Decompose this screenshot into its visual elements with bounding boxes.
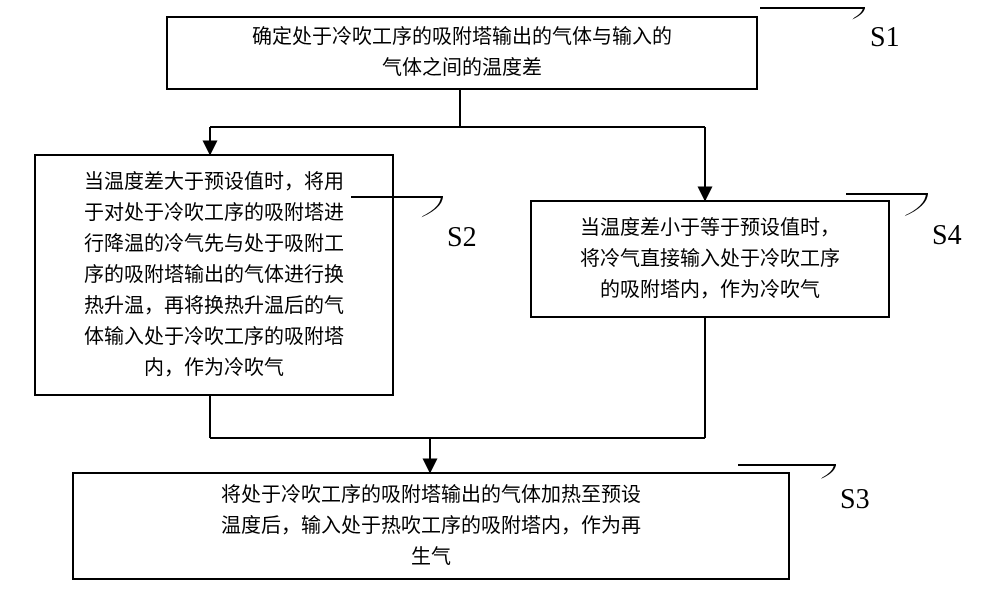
node-s4-line3: 的吸附塔内，作为冷吹气 bbox=[600, 275, 820, 306]
node-s1-line1: 确定处于冷吹工序的吸附塔输出的气体与输入的 bbox=[252, 22, 672, 53]
node-s2-line2: 于对处于冷吹工序的吸附塔进 bbox=[84, 198, 344, 229]
label-s1: S1 bbox=[870, 22, 900, 54]
s2-leader bbox=[351, 196, 443, 229]
s3-leader bbox=[738, 464, 836, 492]
s4-leader bbox=[846, 193, 928, 226]
node-s3: 将处于冷吹工序的吸附塔输出的气体加热至预设 温度后，输入处于热吹工序的吸附塔内，… bbox=[72, 472, 790, 580]
node-s2-line6: 体输入处于冷吹工序的吸附塔 bbox=[84, 322, 344, 353]
node-s4-line1: 当温度差小于等于预设值时， bbox=[580, 213, 840, 244]
node-s2-line7: 内，作为冷吹气 bbox=[144, 353, 284, 384]
node-s4: 当温度差小于等于预设值时， 将冷气直接输入处于冷吹工序 的吸附塔内，作为冷吹气 bbox=[530, 200, 890, 318]
label-s4: S4 bbox=[932, 220, 962, 252]
node-s2: 当温度差大于预设值时，将用 于对处于冷吹工序的吸附塔进 行降温的冷气先与处于吸附… bbox=[34, 154, 394, 396]
node-s2-line1: 当温度差大于预设值时，将用 bbox=[84, 167, 344, 198]
node-s4-line2: 将冷气直接输入处于冷吹工序 bbox=[580, 244, 840, 275]
node-s1-line2: 气体之间的温度差 bbox=[382, 53, 542, 84]
node-s3-line3: 生气 bbox=[411, 542, 451, 573]
label-s2: S2 bbox=[447, 222, 477, 254]
node-s1: 确定处于冷吹工序的吸附塔输出的气体与输入的 气体之间的温度差 bbox=[166, 16, 758, 90]
node-s3-line2: 温度后，输入处于热吹工序的吸附塔内，作为再 bbox=[221, 511, 641, 542]
label-s3: S3 bbox=[840, 484, 870, 516]
node-s2-line3: 行降温的冷气先与处于吸附工 bbox=[84, 229, 344, 260]
node-s2-line4: 序的吸附塔输出的气体进行换 bbox=[84, 260, 344, 291]
node-s3-line1: 将处于冷吹工序的吸附塔输出的气体加热至预设 bbox=[221, 480, 641, 511]
flowchart-canvas: 确定处于冷吹工序的吸附塔输出的气体与输入的 气体之间的温度差 S1 当温度差大于… bbox=[0, 0, 1000, 599]
node-s2-line5: 热升温，再将换热升温后的气 bbox=[84, 291, 344, 322]
s1-leader bbox=[760, 7, 865, 33]
